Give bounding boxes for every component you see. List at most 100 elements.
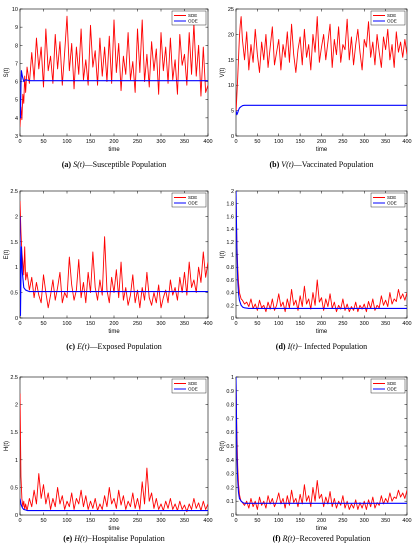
series-line-ode [20, 216, 208, 317]
x-tick-label: 200 [317, 518, 326, 524]
x-tick-label: 100 [274, 139, 283, 145]
caption-text: —Vaccinated Population [293, 160, 374, 169]
caption-tag: (f) [273, 534, 283, 543]
x-axis-label: time [108, 329, 120, 335]
chart-panel-1: 0 50 100 150 200 250 300 350 400 3 4 5 6 7 8 9 10 time S(t… [4, 7, 213, 169]
x-tick-label: 50 [40, 139, 46, 145]
y-tick-label: 1 [15, 265, 18, 271]
caption-text: −Recovered Population [295, 534, 370, 543]
x-axis-label: time [108, 526, 120, 532]
x-tick-label: 300 [360, 518, 369, 524]
y-tick-label: 15 [228, 58, 234, 64]
y-tick-label: 10 [228, 83, 234, 89]
panel-caption: (c) E(t)—Exposed Population [66, 342, 162, 351]
x-axis-label: time [316, 329, 328, 335]
x-tick-label: 400 [402, 139, 411, 145]
plot-area [19, 376, 209, 516]
caption-tag: (b) [270, 160, 282, 169]
legend-entry: ODE [387, 201, 397, 206]
y-axis-label: S(t) [4, 68, 10, 78]
x-tick-label: 350 [180, 518, 189, 524]
caption-text: − Infected Population [298, 342, 367, 351]
y-tick-label: 1 [231, 253, 234, 259]
legend-entry: SDE [387, 13, 396, 18]
chart-panel-4: 0 50 100 150 200 250 300 350 400 0 0.2 0.4 0.6 0.8 1 1.… [220, 189, 412, 351]
legend-entry: SDE [188, 13, 197, 18]
y-tick-label: 0.8 [226, 265, 234, 271]
y-tick-label: 0 [231, 134, 234, 140]
y-tick-label: 0.9 [226, 389, 234, 395]
caption-variable: S(t) [73, 160, 85, 169]
y-tick-label: 0 [15, 513, 18, 519]
y-tick-label: 20 [228, 32, 234, 38]
x-tick-label: 250 [338, 321, 347, 327]
x-tick-label: 300 [156, 139, 165, 145]
caption-text: —Susceptible Population [84, 160, 167, 169]
y-tick-label: 0.4 [226, 458, 234, 464]
chart-panel-6: 0 50 100 150 200 250 300 350 400 0 0.1 0.2 0.3 0.4 0.5… [220, 375, 412, 543]
x-tick-label: 50 [254, 139, 260, 145]
x-tick-label: 100 [62, 139, 71, 145]
x-tick-label: 400 [203, 518, 212, 524]
y-tick-label: 0.6 [226, 278, 234, 284]
x-tick-label: 250 [133, 321, 142, 327]
y-tick-label: 9 [15, 25, 18, 31]
x-tick-label: 50 [254, 518, 260, 524]
y-tick-label: 0.5 [226, 444, 234, 450]
caption-tag: (d) [276, 342, 288, 351]
y-tick-label: 1 [231, 375, 234, 381]
y-tick-label: 2.5 [10, 189, 18, 195]
y-axis-label: E(t) [4, 250, 10, 260]
x-tick-label: 250 [338, 518, 347, 524]
chart-panel-3: 0 50 100 150 200 250 300 350 400 0 0.5 1 1.5 2 2.5 time… [4, 189, 213, 351]
x-tick-label: 200 [317, 321, 326, 327]
y-tick-label: 0.6 [226, 430, 234, 436]
y-tick-label: 0 [15, 316, 18, 322]
caption-variable: I(t) [287, 342, 299, 351]
series-line-sde [20, 15, 208, 127]
legend-entry: SDE [188, 195, 197, 200]
x-tick-label: 50 [40, 321, 46, 327]
x-tick-label: 400 [203, 321, 212, 327]
x-axis-label: time [316, 526, 328, 532]
x-tick-label: 50 [40, 518, 46, 524]
y-tick-label: 2 [15, 214, 18, 220]
x-tick-label: 350 [381, 139, 390, 145]
y-tick-label: 2 [231, 189, 234, 195]
x-tick-label: 150 [86, 139, 95, 145]
y-tick-label: 0.7 [226, 416, 234, 422]
y-tick-label: 1 [15, 458, 18, 464]
x-tick-label: 100 [62, 518, 71, 524]
legend-entry: ODE [387, 19, 397, 24]
series-line-ode [236, 191, 407, 310]
y-tick-label: 0.4 [226, 291, 234, 297]
x-tick-label: 300 [360, 139, 369, 145]
x-tick-label: 150 [296, 139, 305, 145]
plot-area [235, 376, 408, 516]
caption-variable: R(t) [282, 534, 296, 543]
x-tick-label: 200 [109, 518, 118, 524]
series-line-ode [20, 70, 208, 119]
y-tick-label: 2.5 [10, 375, 18, 381]
caption-variable: H(t) [73, 534, 88, 543]
x-tick-label: 0 [18, 321, 21, 327]
y-tick-label: 2 [15, 403, 18, 409]
y-tick-label: 0 [231, 316, 234, 322]
x-tick-label: 300 [156, 321, 165, 327]
x-axis-label: time [316, 147, 328, 153]
y-tick-label: 6 [15, 80, 18, 86]
x-tick-label: 100 [274, 518, 283, 524]
y-tick-label: 4 [15, 116, 18, 122]
y-tick-label: 5 [231, 109, 234, 115]
y-tick-label: 25 [228, 7, 234, 13]
x-tick-label: 0 [18, 139, 21, 145]
x-tick-label: 400 [402, 321, 411, 327]
x-tick-label: 150 [86, 321, 95, 327]
panel-caption: (b) V(t)—Vaccinated Population [270, 160, 374, 169]
x-tick-label: 200 [317, 139, 326, 145]
plot-area [19, 190, 209, 319]
